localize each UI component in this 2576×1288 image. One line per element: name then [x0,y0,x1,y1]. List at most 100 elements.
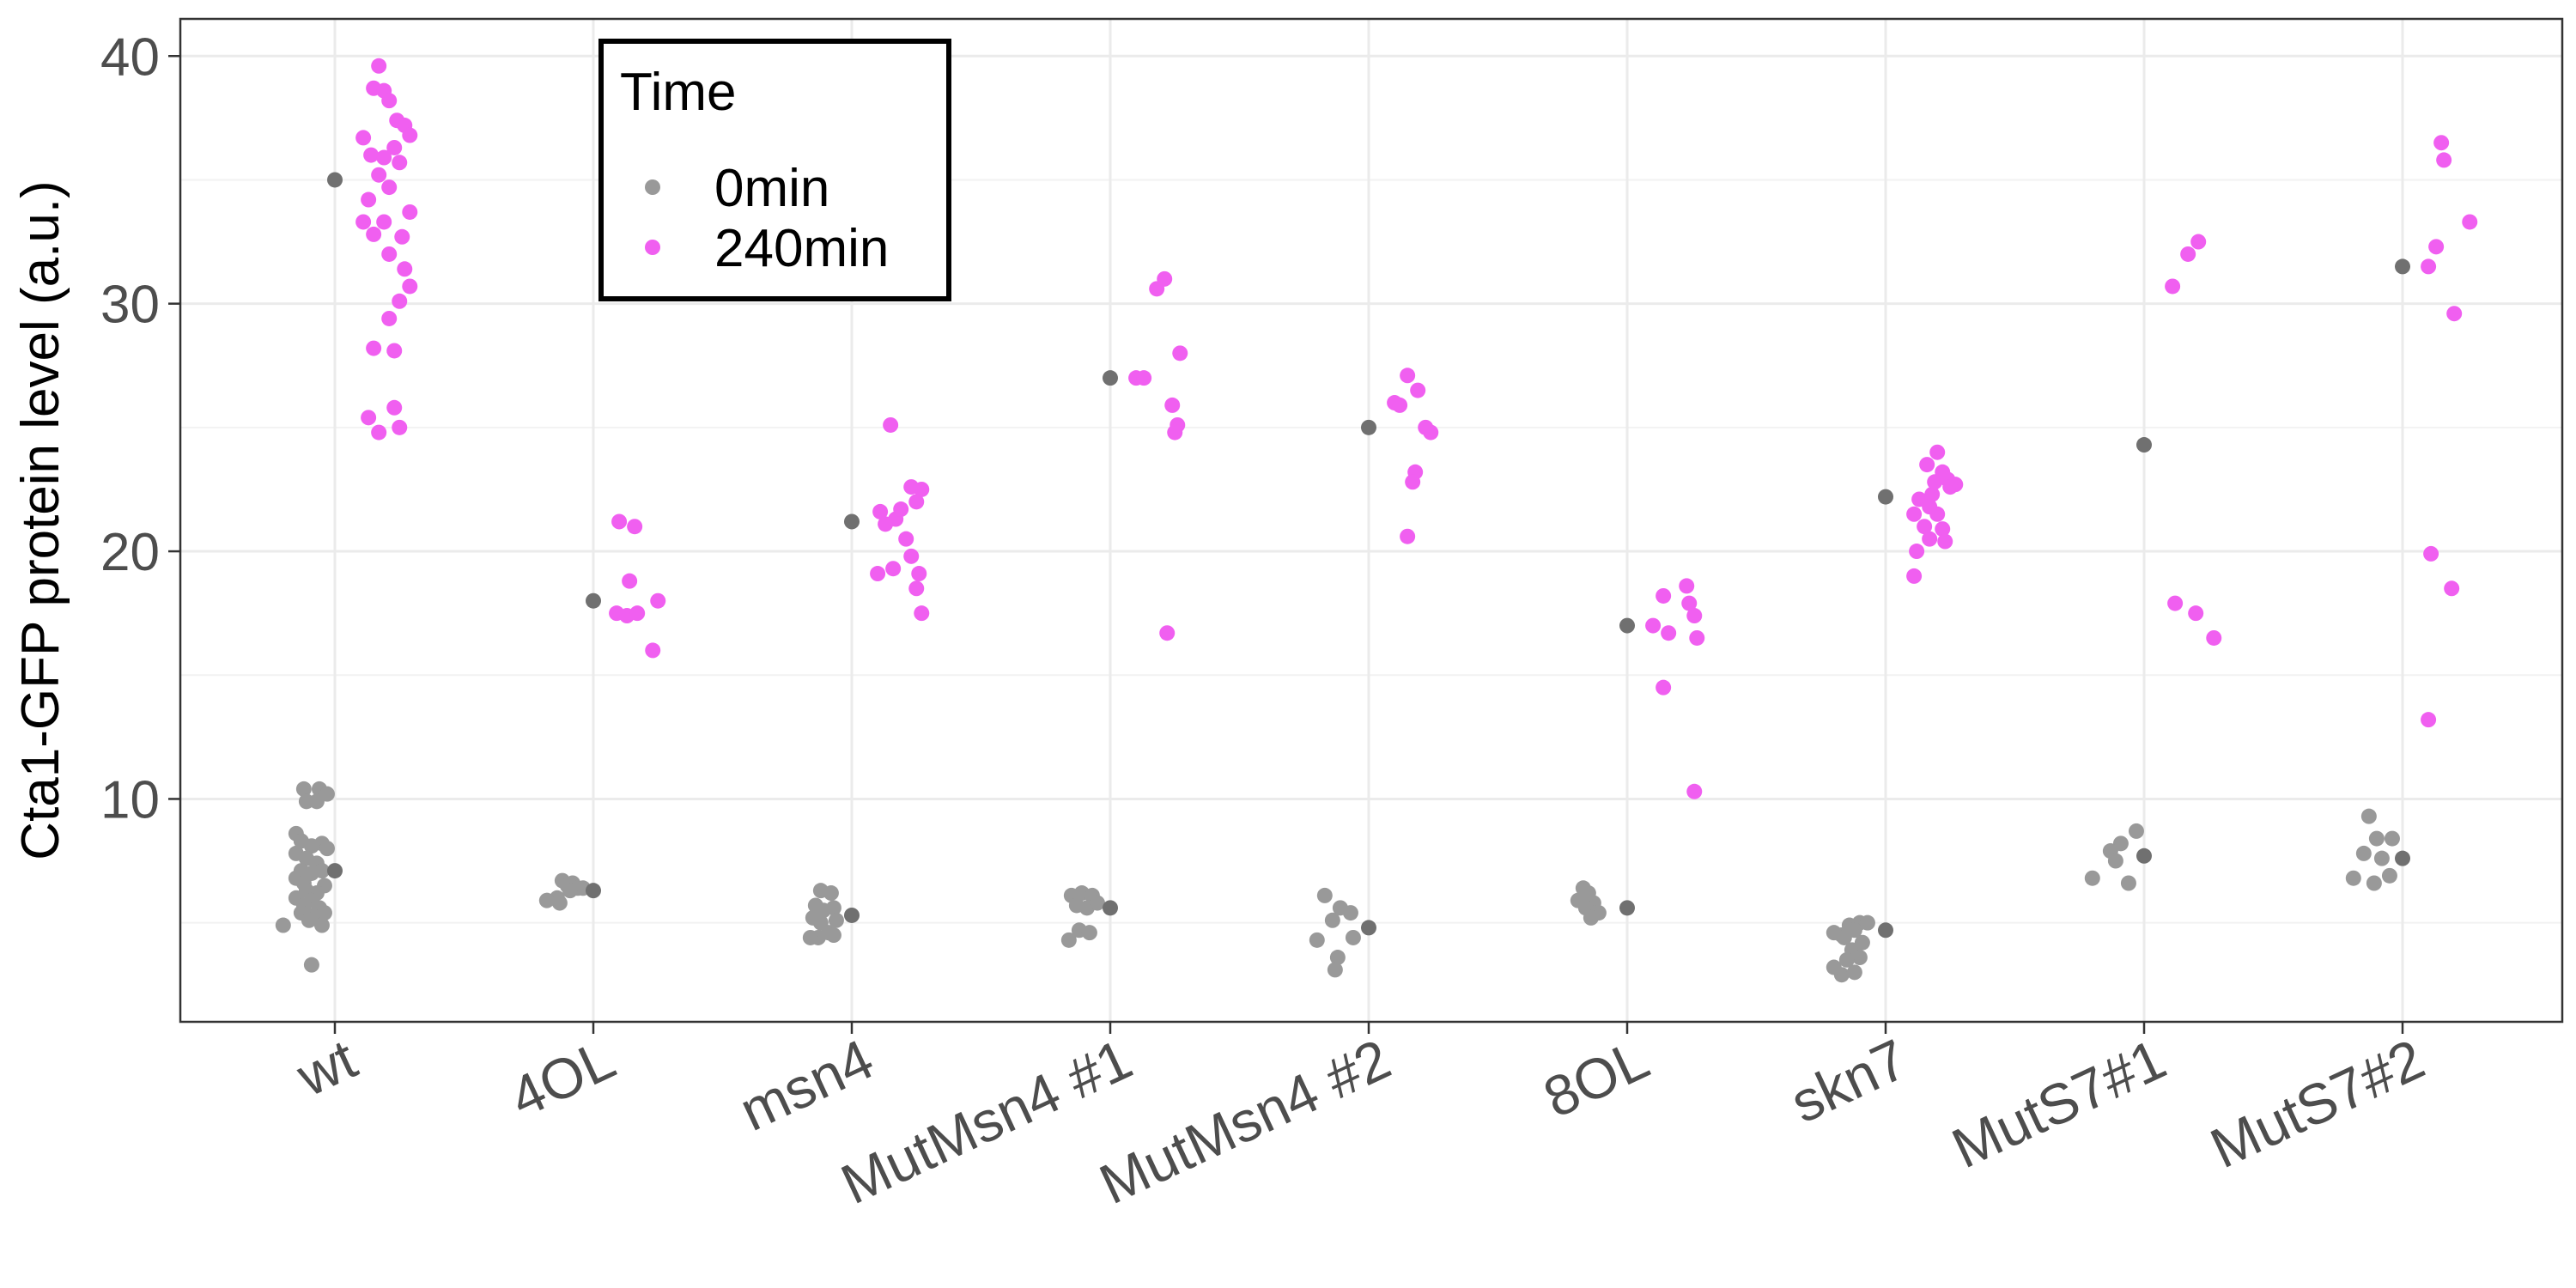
data-point-240min [1679,578,1695,594]
data-point-240min [397,261,413,277]
plot-border [179,17,2564,1024]
data-point-0min [1324,912,1340,928]
data-point-240min [878,516,894,532]
data-point-0min [828,912,844,928]
data-point-0min [1846,964,1862,981]
data-point-240min [1937,533,1953,550]
data-point-240min [872,503,889,519]
reference-point-upper [327,172,343,188]
data-point-240min [2444,580,2460,597]
data-point-240min [1935,521,1951,538]
data-point-0min [551,895,568,911]
data-point-0min [316,905,332,921]
data-point-240min [2190,234,2207,250]
data-point-240min [2423,545,2439,562]
data-point-240min [1906,506,1923,522]
data-point-240min [2188,605,2204,622]
data-point-0min [2360,808,2377,824]
reference-point-lower [327,863,343,879]
data-point-240min [1686,608,1703,624]
data-point-0min [1838,951,1855,968]
data-point-240min [2436,152,2452,168]
data-point-240min [1906,568,1923,584]
data-point-0min [1851,950,1868,966]
data-point-240min [911,566,927,582]
reference-point-lower [1103,900,1118,916]
data-point-240min [2180,246,2196,262]
data-points [275,58,2478,983]
data-point-240min [914,605,930,622]
data-point-0min [2128,823,2144,839]
data-point-240min [363,147,380,163]
reference-point-lower [844,907,860,923]
data-point-240min [1410,382,1426,398]
data-point-0min [538,892,555,908]
data-point-240min [2421,258,2437,275]
data-point-240min [402,278,418,295]
data-point-240min [1929,506,1946,522]
legend-marker-0min [645,179,660,195]
data-point-240min [381,310,398,326]
data-point-0min [1081,925,1097,941]
data-point-240min [1164,397,1181,413]
data-point-240min [1919,457,1935,473]
legend-label-240min: 240min [714,219,889,278]
data-point-0min [2381,867,2397,884]
data-point-0min [1570,892,1586,908]
reference-point-upper [2395,258,2410,275]
data-point-240min [1927,474,1943,490]
data-point-240min [629,605,646,622]
data-point-240min [381,179,398,196]
data-point-240min [2462,214,2478,230]
reference-point-lower [586,883,601,899]
data-point-0min [1342,905,1358,921]
reference-point-upper [1878,489,1893,505]
data-point-240min [371,58,387,74]
reference-point-upper [1361,419,1376,435]
data-point-0min [825,927,841,944]
data-point-240min [1686,783,1703,799]
data-point-240min [2167,595,2184,611]
data-point-240min [386,343,403,359]
data-point-240min [883,416,899,433]
data-point-240min [1929,444,1946,460]
data-point-0min [1316,887,1333,903]
data-point-240min [386,399,403,416]
data-point-0min [1859,914,1875,931]
reference-point-lower [1619,900,1635,916]
data-point-0min [303,957,319,973]
data-point-240min [355,214,372,230]
data-point-0min [562,883,578,899]
data-point-0min [1060,932,1077,948]
data-point-240min [394,228,410,245]
data-point-0min [2355,845,2372,861]
data-point-240min [1942,479,1959,495]
data-point-240min [392,419,408,435]
data-point-240min [870,566,886,582]
reference-point-upper [844,513,860,530]
data-point-240min [386,139,403,155]
reference-point-upper [1619,617,1635,634]
y-tick-label: 40 [100,27,160,87]
data-point-0min [1327,962,1343,978]
data-point-0min [1836,929,1852,945]
data-point-240min [381,93,398,109]
reference-point-lower [1361,920,1376,936]
data-point-240min [355,130,372,146]
data-point-0min [2084,870,2100,886]
data-point-0min [298,793,314,810]
y-tick-label: 30 [100,276,160,335]
data-point-240min [2446,306,2463,322]
data-point-240min [611,513,628,530]
data-point-240min [371,167,387,183]
legend-box [598,39,951,301]
reference-point-upper [2136,437,2152,453]
data-point-0min [319,841,335,857]
data-point-240min [645,642,661,659]
legend-marker-240min [645,240,660,255]
data-point-240min [1661,625,1677,641]
data-point-240min [903,548,920,564]
data-point-0min [313,863,330,879]
